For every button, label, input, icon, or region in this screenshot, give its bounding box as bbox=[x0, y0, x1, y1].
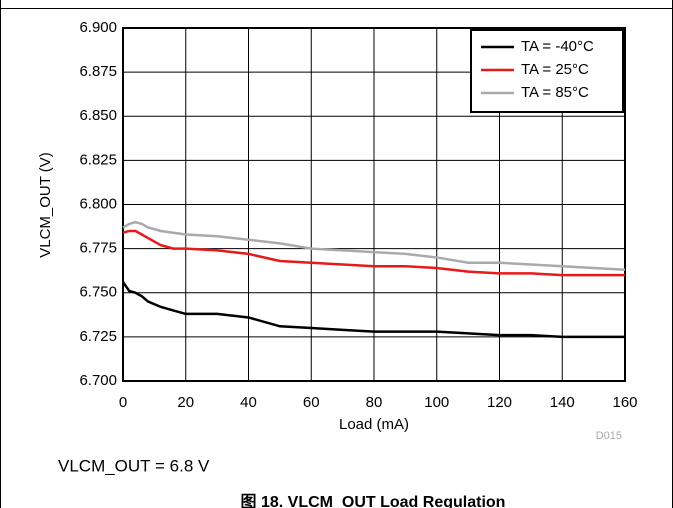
x-tick-label: 60 bbox=[303, 394, 320, 411]
y-tick-label: 6.725 bbox=[79, 328, 117, 345]
y-tick-label: 6.875 bbox=[79, 63, 117, 80]
x-axis-label: Load (mA) bbox=[339, 416, 409, 433]
x-tick-label: 100 bbox=[424, 394, 449, 411]
y-tick-label: 6.775 bbox=[79, 240, 117, 257]
y-tick-label: 6.700 bbox=[79, 372, 117, 389]
x-tick-label: 80 bbox=[366, 394, 383, 411]
plot-frame bbox=[122, 27, 626, 382]
legend-label: TA = 85°C bbox=[521, 84, 589, 101]
y-tick-label: 6.750 bbox=[79, 284, 117, 301]
caption: 图 18. VLCM_OUT Load Regulation bbox=[241, 493, 506, 508]
legend-label: TA = -40°C bbox=[521, 38, 594, 55]
series-line bbox=[122, 229, 625, 277]
y-axis-label: VLCM_OUT (V) bbox=[37, 152, 54, 258]
x-tick-label: 20 bbox=[177, 394, 194, 411]
figure-code: D015 bbox=[596, 430, 622, 442]
legend-label: TA = 25°C bbox=[521, 61, 589, 78]
series-line bbox=[122, 220, 626, 272]
y-tick-label: 6.900 bbox=[79, 19, 117, 36]
x-tick-label: 40 bbox=[240, 394, 257, 411]
x-tick-label: 160 bbox=[612, 394, 637, 411]
x-tick-label: 140 bbox=[550, 394, 575, 411]
series-line bbox=[121, 281, 625, 339]
x-tick-label: 0 bbox=[119, 394, 127, 411]
note: VLCM_OUT = 6.8 V bbox=[58, 456, 210, 475]
x-tick-label: 120 bbox=[487, 394, 512, 411]
y-tick-label: 6.800 bbox=[79, 195, 117, 212]
y-tick-label: 6.825 bbox=[79, 151, 117, 168]
y-tick-label: 6.850 bbox=[79, 107, 117, 124]
